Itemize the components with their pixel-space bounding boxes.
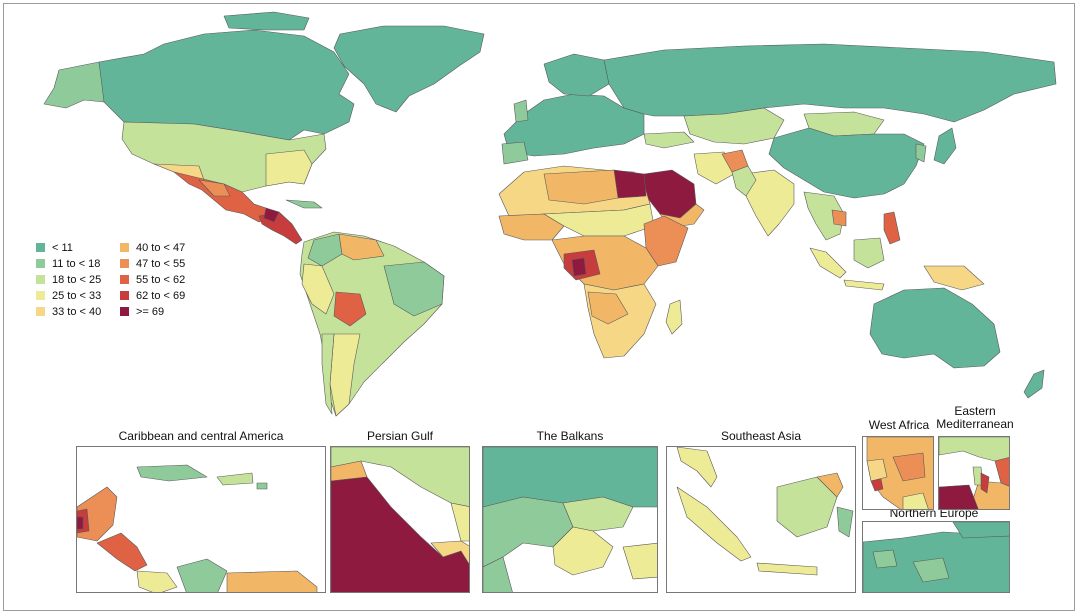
inset-title-persian-gulf: Persian Gulf: [366, 429, 434, 443]
legend-item: 25 to < 33: [36, 289, 101, 302]
gabon: [571, 257, 587, 277]
sahel: [543, 203, 655, 237]
scandinavia: [543, 53, 610, 97]
europe: [503, 93, 645, 157]
arctic-islands: [223, 11, 310, 31]
inset-title-caribbean: Caribbean and central America: [118, 429, 284, 443]
angola-zambia: [587, 291, 629, 325]
legend-label: 55 to < 62: [136, 273, 186, 286]
inset-title-line: Eastern: [954, 404, 996, 418]
uk: [513, 99, 529, 123]
guatemala: [263, 207, 280, 223]
turkey: [643, 131, 695, 149]
venezuela: [338, 233, 385, 261]
legend-item: 11 to < 18: [36, 257, 100, 270]
legend-item: 55 to < 62: [120, 273, 185, 286]
chile: [321, 333, 335, 415]
russia: [603, 43, 1057, 123]
legend-item: < 11: [36, 241, 73, 254]
legend-label: 47 to < 55: [136, 257, 186, 270]
inset-title-line: Mediterranean: [936, 417, 1014, 431]
legend-swatch: [36, 307, 45, 316]
new-zealand: [1023, 369, 1045, 399]
java: [843, 279, 885, 291]
brazil-east: [383, 261, 445, 317]
philippines: [883, 211, 901, 245]
inset-southeast-asia: [666, 446, 856, 593]
inset-title-west-africa: West Africa: [868, 418, 930, 432]
inset-persian-gulf: [330, 446, 470, 593]
legend-item: 62 to < 69: [120, 289, 185, 302]
colombia: [307, 233, 343, 267]
mexico: [173, 171, 273, 223]
legend-swatch: [36, 243, 45, 252]
legend-swatch: [120, 243, 129, 252]
sumatra: [809, 247, 847, 279]
us-southeast: [265, 149, 313, 187]
legend-label: 25 to < 33: [52, 289, 102, 302]
legend-label: 18 to < 25: [52, 273, 102, 286]
legend-swatch: [120, 275, 129, 284]
legend-label: 33 to < 40: [52, 305, 102, 318]
legend-label: >= 69: [136, 305, 165, 318]
inset-balkans: [482, 446, 658, 593]
australia: [869, 287, 1001, 369]
china: [768, 127, 925, 199]
map-figure: < 11 11 to < 18 18 to < 25 25 to < 33 33…: [3, 3, 1075, 611]
algeria-libya: [543, 169, 619, 205]
borneo: [853, 237, 885, 269]
legend-swatch: [120, 307, 129, 316]
legend-label: 40 to < 47: [136, 241, 186, 254]
iran: [693, 151, 735, 185]
se-asia-mainland: [803, 191, 845, 241]
mexico-north: [198, 179, 231, 197]
world-map: [43, 11, 1057, 417]
iberia: [501, 141, 529, 165]
legend-label: 62 to < 69: [136, 289, 186, 302]
japan: [933, 127, 957, 165]
inset-northern-europe: [862, 521, 1010, 593]
legend-label: 11 to < 18: [52, 257, 101, 270]
cuba: [285, 199, 323, 209]
legend-label: < 11: [52, 241, 73, 254]
legend-item: 33 to < 40: [36, 305, 101, 318]
legend-swatch: [36, 275, 45, 284]
madagascar: [665, 299, 683, 335]
peru: [301, 263, 335, 315]
inset-title-balkans: The Balkans: [536, 429, 604, 443]
legend-swatch: [120, 259, 129, 268]
legend-swatch: [36, 259, 45, 268]
legend-swatch: [36, 291, 45, 300]
inset-west-africa: [862, 436, 934, 510]
new-guinea: [923, 265, 985, 291]
legend-item: 18 to < 25: [36, 273, 101, 286]
inset-eastern-med: [938, 436, 1010, 510]
legend-item: 47 to < 55: [120, 257, 185, 270]
korea: [915, 143, 927, 163]
alaska: [43, 61, 105, 109]
legend-swatch: [120, 291, 129, 300]
greenland: [333, 25, 485, 113]
pakistan: [731, 165, 757, 197]
cambodia: [831, 209, 847, 227]
legend-item: 40 to < 47: [120, 241, 185, 254]
india: [743, 169, 795, 237]
inset-caribbean: [76, 446, 326, 593]
legend-item: >= 69: [120, 305, 164, 318]
inset-title-eastern-med: Eastern Mediterranean: [934, 405, 1016, 431]
bolivia: [333, 291, 367, 327]
legend: < 11 11 to < 18 18 to < 25 25 to < 33 33…: [36, 241, 226, 321]
egypt: [613, 169, 647, 199]
inset-title-southeast-asia: Southeast Asia: [720, 429, 802, 443]
